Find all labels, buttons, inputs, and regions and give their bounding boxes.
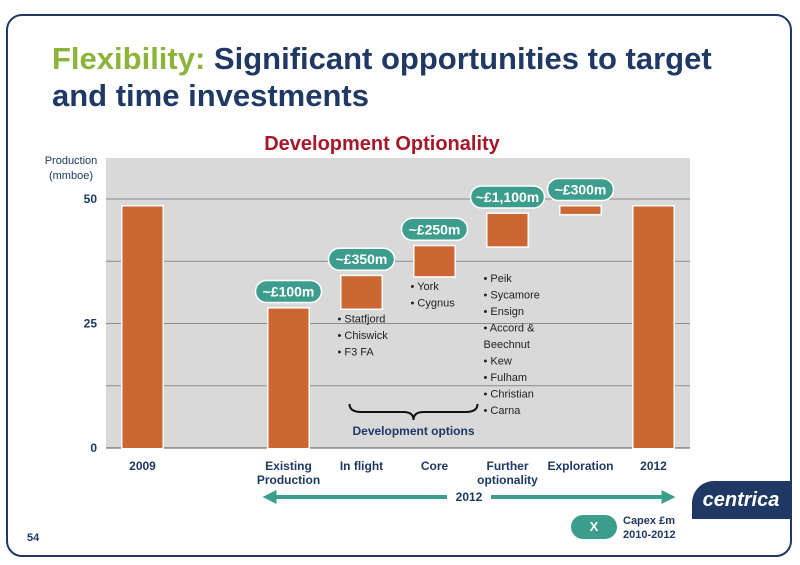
plot-background xyxy=(106,158,690,448)
x-category-label: Exploration xyxy=(547,459,613,473)
capex-oval xyxy=(469,185,546,209)
legend-capex-text: Capex £m 2010-2012 xyxy=(623,514,693,542)
bar xyxy=(414,246,455,277)
x-category-label: Existing Production xyxy=(257,459,320,487)
timeline-label-bg xyxy=(447,489,491,505)
capex-oval xyxy=(327,247,396,271)
y-tick-label: 0 xyxy=(90,441,97,455)
title-text: Significant opportunities to target and … xyxy=(52,41,712,113)
capex-label: ~£300m xyxy=(555,181,607,197)
x-category-label: Further optionality xyxy=(477,459,538,487)
x-category-label: 2009 xyxy=(129,459,156,473)
legend-line2: 2010-2012 xyxy=(623,529,676,541)
bar xyxy=(487,213,528,247)
project-list-item: • F3 FA xyxy=(338,347,375,359)
project-list-item: • Accord & xyxy=(484,322,536,334)
y-tick-label: 25 xyxy=(84,317,98,331)
brace-label: Development options xyxy=(352,424,474,438)
bar xyxy=(633,206,674,448)
bar xyxy=(341,276,382,309)
y-axis-label: Production (mmboe) xyxy=(36,154,106,184)
timeline-arrow-right-head xyxy=(661,490,676,504)
title-keyword: Flexibility: xyxy=(52,41,206,76)
legend-capex-marker: X xyxy=(571,515,617,539)
bar xyxy=(122,206,163,448)
capex-label: ~£100m xyxy=(263,284,315,300)
project-list-item: • Statfjord xyxy=(338,314,386,326)
project-list-item: • Carna xyxy=(484,405,522,417)
chart-title: Development Optionality xyxy=(264,133,500,155)
capex-oval xyxy=(546,177,615,202)
capex-label: ~£350m xyxy=(336,251,388,267)
slide-title: Flexibility: Significant opportunities t… xyxy=(52,40,772,114)
centrica-logo: centrica xyxy=(692,481,790,519)
project-list-item: • Fulham xyxy=(484,372,528,384)
x-category-label: Core xyxy=(421,459,449,473)
development-options-brace xyxy=(348,403,479,421)
page-number: 54 xyxy=(27,532,40,544)
y-tick-label: 50 xyxy=(84,192,98,206)
project-list-item: • Sycamore xyxy=(484,289,540,301)
capex-label: ~£250m xyxy=(409,221,461,237)
project-list-item: Beechnut xyxy=(484,339,530,351)
capex-oval xyxy=(400,217,469,242)
project-list-item: • Christian xyxy=(484,388,534,400)
project-list-item: • Cygnus xyxy=(411,298,456,310)
project-list-item: • Chiswick xyxy=(338,330,389,342)
timeline-arrow-left-head xyxy=(262,490,277,504)
y-axis-label-line1: Production xyxy=(44,155,98,167)
legend-line1: Capex £m xyxy=(623,515,675,527)
x-category-label: In flight xyxy=(340,459,383,473)
project-list-item: • York xyxy=(411,281,440,293)
timeline-label: 2012 xyxy=(456,490,483,504)
capex-oval xyxy=(254,279,323,304)
x-category-label: 2012 xyxy=(640,459,667,473)
y-axis-label-line2: (mmboe) xyxy=(48,170,93,182)
project-list-item: • Ensign xyxy=(484,306,525,318)
project-list-item: • Kew xyxy=(484,355,512,367)
bar xyxy=(268,308,309,448)
project-list-item: • Peik xyxy=(484,273,513,285)
capex-label: ~£1,100m xyxy=(476,189,539,205)
bar xyxy=(560,206,601,214)
